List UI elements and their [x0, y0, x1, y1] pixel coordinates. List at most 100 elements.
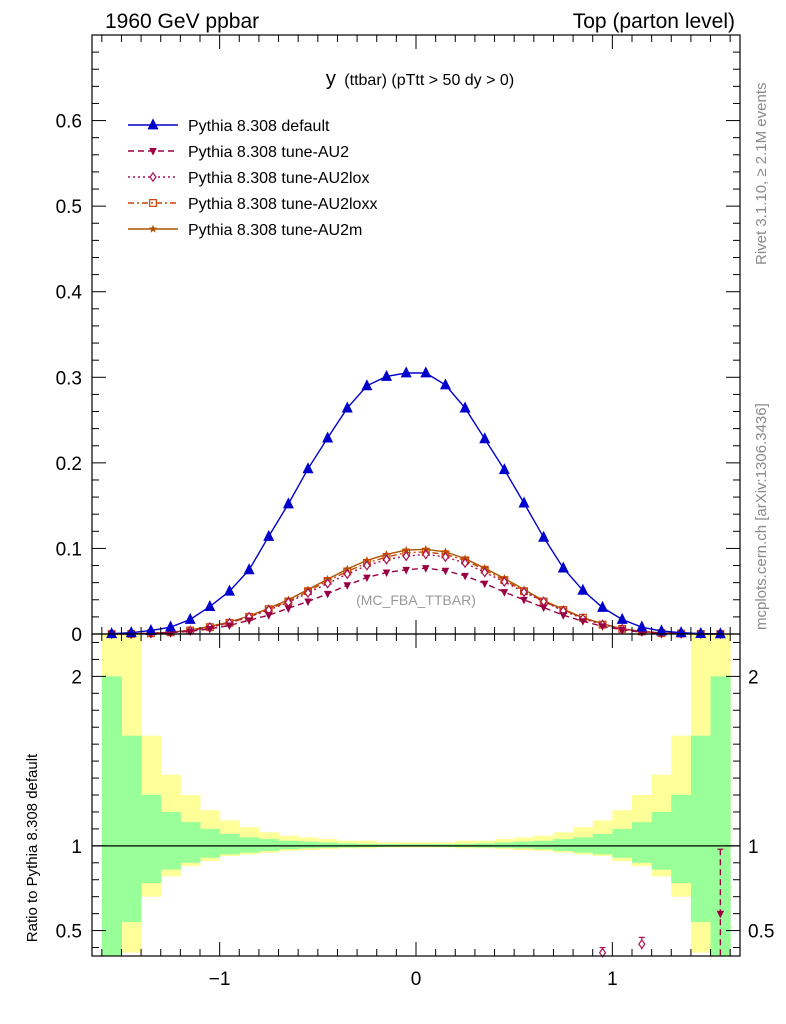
data-point	[304, 587, 312, 599]
data-point	[322, 431, 334, 443]
data-point	[559, 612, 568, 620]
ratio-band-green-bin	[710, 676, 731, 956]
data-point	[186, 628, 194, 637]
data-point	[361, 379, 373, 391]
series-line	[111, 567, 721, 635]
data-point	[422, 565, 430, 573]
ratio-band-green-bin	[317, 842, 338, 848]
legend-entry: Pythia 8.308 tune-AU2loxx	[128, 196, 377, 213]
ratio-band-green-bin	[690, 735, 712, 923]
data-point	[282, 497, 294, 509]
ratio-band-green-bin	[533, 840, 554, 850]
ratio-band-green-bin	[573, 837, 594, 853]
legend-label: Pythia 8.308 default	[188, 118, 330, 135]
legend: Pythia 8.308 default Pythia 8.308 tune-AU…	[128, 118, 377, 239]
data-point	[145, 623, 157, 635]
data-point	[323, 590, 332, 599]
data-point	[500, 576, 509, 588]
data-point	[695, 626, 707, 638]
y-tick-label-main: 0.2	[56, 454, 82, 475]
data-point	[481, 567, 489, 578]
ratio-band-green-bin	[121, 735, 142, 923]
data-point	[498, 463, 510, 475]
data-point	[263, 529, 275, 541]
ratio-band-green-bin	[494, 842, 515, 848]
x-tick-label: 1	[607, 969, 618, 990]
data-point	[382, 554, 391, 565]
data-point	[363, 560, 371, 571]
data-point	[500, 589, 509, 597]
data-point	[520, 586, 528, 598]
legend-entry: Pythia 8.308 default	[128, 118, 330, 135]
data-point	[420, 366, 432, 378]
axis-ticks: −1 0 1 0 0.1 0.2 0.3 0.4 0.5 0.6 0.5 0.5 1 1 2 2	[56, 34, 774, 990]
data-point	[598, 623, 607, 631]
legend-label: Pythia 8.308 tune-AU2lox	[188, 170, 369, 187]
y-tick-label-ratio: 0.5	[56, 922, 82, 943]
svg-text:y (ttbar) (pTtt > 50 dy: y (ttbar) (pTtt > 50 dy > 0)	[326, 68, 514, 90]
ratio-band-green-bin	[258, 839, 280, 851]
data-point	[479, 432, 491, 444]
data-point	[400, 366, 412, 378]
legend-label: Pythia 8.308 tune-AU2m	[188, 222, 362, 239]
data-point	[264, 612, 273, 620]
ratio-band-green-bin	[651, 811, 672, 870]
title-main: y	[326, 68, 336, 90]
data-point	[147, 118, 159, 130]
ratio-band-green-bin	[632, 822, 653, 863]
y-tick-label-ratio: 1	[71, 837, 82, 858]
ratio-band-green-bin	[101, 676, 122, 956]
title-rest: (ttbar) (pTtt > 50 dy > 0)	[344, 72, 514, 89]
y-tick-label-ratio: 2	[71, 667, 82, 688]
data-point	[597, 600, 609, 612]
data-point	[149, 171, 157, 183]
data-point	[520, 596, 528, 605]
data-point	[579, 618, 587, 626]
data-point	[204, 600, 216, 612]
series-pythia-8-308-default	[106, 366, 726, 639]
data-point	[441, 567, 450, 576]
data-point	[538, 530, 550, 542]
data-point	[381, 369, 393, 381]
ratio-bands	[92, 634, 740, 956]
ratio-band-green-bin	[160, 811, 181, 870]
data-point	[539, 604, 548, 613]
legend-entry: Pythia 8.308 tune-AU2	[128, 144, 349, 161]
data-point	[304, 598, 312, 607]
ratio-band-green-bin	[671, 795, 692, 884]
data-point	[382, 569, 391, 578]
plot-title: y (ttbar) (pTtt > 50 dy > 0)	[326, 68, 514, 90]
ratio-band-green-bin	[180, 822, 201, 863]
data-point	[439, 378, 451, 390]
data-point	[148, 224, 158, 233]
ratio-band-green-bin	[219, 833, 240, 855]
data-point	[636, 620, 648, 632]
data-point	[341, 401, 353, 413]
y-tick-label-ratio-right: 2	[748, 667, 759, 688]
ratio-band-green-bin	[200, 828, 221, 858]
data-point	[363, 574, 371, 583]
data-point	[206, 625, 214, 634]
mcplots-note: mcplots.cern.ch [arXiv:1306.3436]	[753, 403, 770, 630]
data-point	[459, 401, 471, 413]
legend-label: Pythia 8.308 tune-AU2loxx	[188, 196, 377, 213]
data-point	[343, 582, 352, 590]
y-tick-label-ratio-right: 1	[748, 837, 759, 858]
y-tick-label-main: 0.6	[56, 112, 82, 133]
legend-entry: Pythia 8.308 tune-AU2m	[128, 222, 362, 239]
data-point	[245, 617, 253, 625]
data-point	[638, 938, 646, 950]
ratio-points	[598, 848, 725, 958]
data-point	[243, 563, 255, 575]
data-point	[149, 148, 157, 156]
ratio-band-green-bin	[592, 833, 613, 855]
legend-entry: Pythia 8.308 tune-AU2lox	[128, 170, 369, 187]
data-point	[461, 557, 469, 569]
data-point	[284, 605, 293, 613]
series-line	[111, 372, 721, 635]
ratio-band-green-bin	[553, 839, 574, 851]
data-point	[598, 947, 607, 958]
data-point	[577, 583, 589, 595]
rivet-version-note: Rivet 3.1.10, ≥ 2.1M events	[753, 83, 770, 266]
